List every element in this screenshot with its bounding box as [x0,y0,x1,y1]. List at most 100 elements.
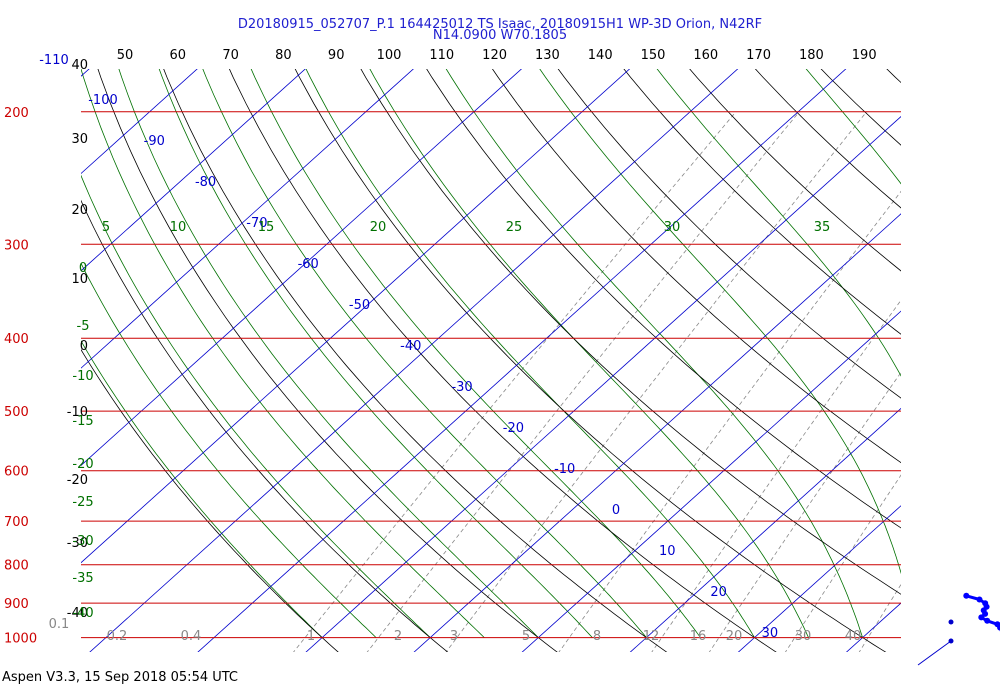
moist-adiabat-line [81,262,377,638]
top-temp-label: 160 [693,48,718,63]
left-temp-label: 20 [71,203,88,218]
dewpoint-point [978,614,985,621]
wind-barb-point [948,638,954,644]
top-temp-label: 130 [535,48,560,63]
moist-adiabat-line [305,69,755,638]
pressure-label: 600 [4,465,29,480]
mixing-ratio-line [974,112,1000,654]
top-temp-label: 170 [746,48,771,63]
left-temp-label: 30 [71,132,88,147]
dry-adiabat-line [754,69,901,209]
moist-adiabat-line [81,69,485,638]
isotherm-line [305,115,901,652]
top-temp-label: 60 [170,48,187,63]
top-temp-label: 100 [377,48,402,63]
moist-adiabat-line [81,174,431,638]
dewpoint-point [976,596,983,603]
dry-adiabat-line [909,0,1000,654]
pressure-label: 400 [4,332,29,347]
wind-barb-point [948,619,954,625]
left-temp-label: 40 [71,58,88,73]
moist-adiabat-line [656,69,901,377]
top-temp-label: 110 [429,48,454,63]
isotherm-label: -60 [298,257,319,272]
mixing-ratio-line [708,371,901,652]
mixing-ratio-label: 12 [643,629,660,644]
footer-version-time: Aspen V3.3, 15 Sep 2018 05:54 UTC [2,670,239,685]
moist-adiabat-left-label: -25 [72,495,93,510]
top-temp-label: 180 [799,48,824,63]
mixing-ratio-label: 16 [690,629,707,644]
isotherm-label: -20 [503,421,524,436]
pressure-label: 900 [4,597,29,612]
left-temp-label: -10 [67,405,88,420]
top-temp-label: 120 [482,48,507,63]
moist-adiabat-line [81,340,323,638]
dry-adiabat-line [81,199,449,652]
dry-adiabat-line [491,69,901,464]
dewpoint-point [984,617,991,624]
mixing-ratio-label: 5 [522,629,530,644]
dry-adiabat-line [557,69,901,399]
moist-adiabat-line [539,69,901,575]
isotherm-label: -80 [195,175,216,190]
isotherm-line [846,602,901,652]
moist-adiabat-line [845,0,1000,638]
moist-adiabat-line [805,69,901,185]
isotherm-label: -70 [246,216,267,231]
isotherm-label: -40 [400,339,421,354]
moist-adiabat-left-label: 0 [79,261,87,276]
dry-adiabat-line [97,69,558,652]
left-temp-label: -30 [67,536,88,551]
dry-adiabat-line [623,69,901,335]
moist-adiabat-left-label: -10 [72,369,93,384]
plot-area [81,0,1000,654]
top-temp-label: 150 [641,48,666,63]
moist-adiabat-label: 20 [370,220,387,235]
chart-title: D20180915_052707_P.1 164425012 TS Isaac,… [237,17,763,32]
mixing-ratio-line [785,474,901,652]
mixing-ratio-label: 3 [450,629,458,644]
dry-adiabat-line [886,69,901,84]
mixing-ratio-line [445,111,867,652]
moist-adiabat-left-label: -20 [72,457,93,472]
pressure-label: 300 [4,238,29,253]
top-temp-label: 80 [275,48,292,63]
isotherm-label: -110 [39,53,69,68]
moist-adiabat-line [158,69,593,638]
left-temp-label: 0 [80,339,88,354]
moist-adiabat-left-label: -5 [77,319,90,334]
dry-adiabat-line [81,348,339,652]
mixing-ratio-label: 0.4 [181,629,202,644]
wind-barb-staff [917,640,952,666]
mixing-ratio-line [651,299,901,652]
isotherm-line [413,213,901,652]
isotherm-line [81,69,198,175]
dry-adiabat-line [966,0,1000,654]
mixing-ratio-label: 0.1 [49,617,70,632]
dry-adiabat-line [163,69,668,652]
mixing-ratio-label: 0.2 [107,629,128,644]
chart-location: N14.0900 W70.1805 [432,28,568,43]
moist-adiabat-label: 25 [506,220,523,235]
dewpoint-point [963,592,970,599]
isotherm-label: -50 [349,298,370,313]
isotherm-label: 20 [710,585,727,600]
isotherm-label: 10 [659,544,676,559]
dry-adiabat-line [820,69,901,146]
pressure-label: 700 [4,515,29,530]
moist-adiabat-label: 30 [664,220,681,235]
pressure-label: 500 [4,405,29,420]
left-temp-label: -40 [67,606,88,621]
mixing-ratio-label: 1 [307,629,315,644]
isotherm-line [81,69,414,369]
isotherm-label: 0 [612,503,620,518]
moist-adiabat-line [250,69,701,638]
mixing-ratio-label: 8 [593,629,601,644]
top-temp-label: 90 [328,48,345,63]
pressure-label: 200 [4,106,29,121]
pressure-label: 1000 [4,632,37,647]
isotherm-label: -100 [88,93,118,108]
moist-adiabat-label: 35 [814,220,831,235]
moist-adiabat-line [369,69,809,638]
